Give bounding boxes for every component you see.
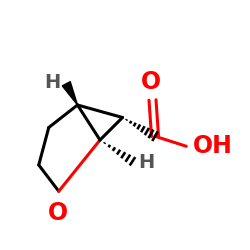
Text: H: H [44,73,60,92]
Text: OH: OH [192,134,232,158]
Text: O: O [48,201,68,225]
Polygon shape [62,82,78,105]
Text: H: H [139,153,155,172]
Text: O: O [141,70,161,94]
